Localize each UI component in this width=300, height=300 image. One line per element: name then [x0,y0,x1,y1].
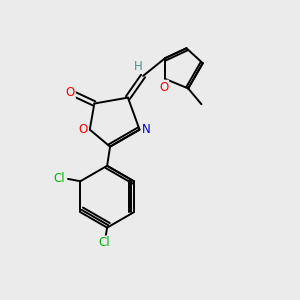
Text: O: O [79,123,88,136]
Text: N: N [142,123,150,136]
Text: H: H [134,60,143,73]
Text: O: O [159,81,168,94]
Text: Cl: Cl [53,172,65,185]
Text: O: O [66,86,75,99]
Text: Cl: Cl [98,236,110,249]
